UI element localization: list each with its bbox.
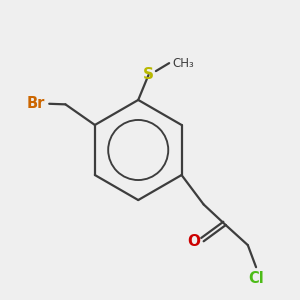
Text: O: O (187, 234, 200, 249)
Text: S: S (143, 68, 154, 82)
Text: CH₃: CH₃ (172, 57, 194, 70)
Text: Br: Br (26, 96, 45, 111)
Text: Cl: Cl (248, 271, 264, 286)
